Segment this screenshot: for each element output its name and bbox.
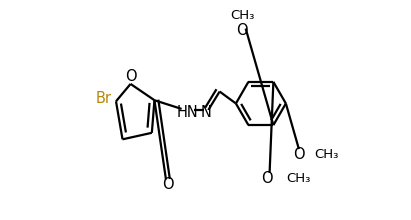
Text: O: O	[162, 178, 173, 192]
Text: Br: Br	[95, 91, 111, 106]
Text: CH₃: CH₃	[314, 148, 339, 161]
Text: O: O	[261, 171, 273, 186]
Text: CH₃: CH₃	[286, 172, 310, 185]
Text: N: N	[201, 105, 212, 120]
Text: CH₃: CH₃	[230, 9, 255, 22]
Text: O: O	[293, 147, 305, 162]
Text: O: O	[237, 23, 248, 38]
Text: HN: HN	[177, 105, 199, 120]
Text: O: O	[125, 69, 136, 84]
